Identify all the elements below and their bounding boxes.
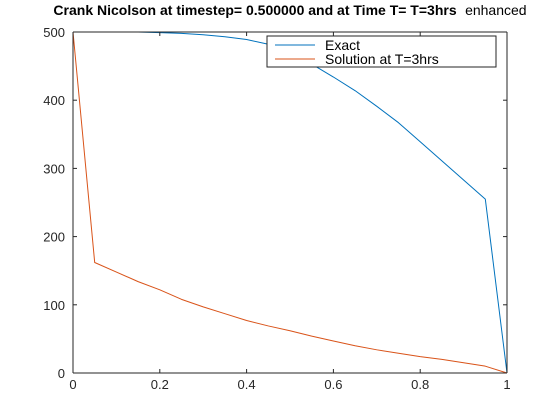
y-tick-label: 0	[58, 366, 65, 381]
legend-label-exact: Exact	[325, 37, 360, 53]
series-line-solution	[72, 31, 508, 374]
legend-label-solution: Solution at T=3hrs	[325, 51, 439, 67]
chart-title-main: Crank Nicolson at timestep= 0.500000 and…	[53, 2, 456, 18]
x-tick-label: 0.6	[324, 377, 342, 392]
legend: Exact Solution at T=3hrs	[266, 35, 497, 68]
y-tick-label: 300	[43, 161, 65, 176]
y-tick-label: 500	[43, 25, 65, 40]
x-tick-label: 0.2	[151, 377, 169, 392]
axes-box	[72, 31, 508, 374]
x-tick-label: 0	[69, 377, 76, 392]
x-tick-label: 0.8	[411, 377, 429, 392]
chart-title-suffix: enhanced	[465, 2, 527, 18]
x-tick-label: 1	[503, 377, 510, 392]
plot-area	[73, 32, 507, 373]
y-tick-label: 400	[43, 93, 65, 108]
x-tick-label: 0.4	[238, 377, 256, 392]
chart-title: Crank Nicolson at timestep= 0.500000 and…	[53, 2, 526, 19]
ticks-layer: 0 0.2 0.4 0.6 0.8 1 0 100 200 300 400 500	[43, 25, 510, 392]
y-tick-label: 200	[43, 230, 65, 245]
y-tick-label: 100	[43, 298, 65, 313]
legend-box	[266, 35, 497, 68]
